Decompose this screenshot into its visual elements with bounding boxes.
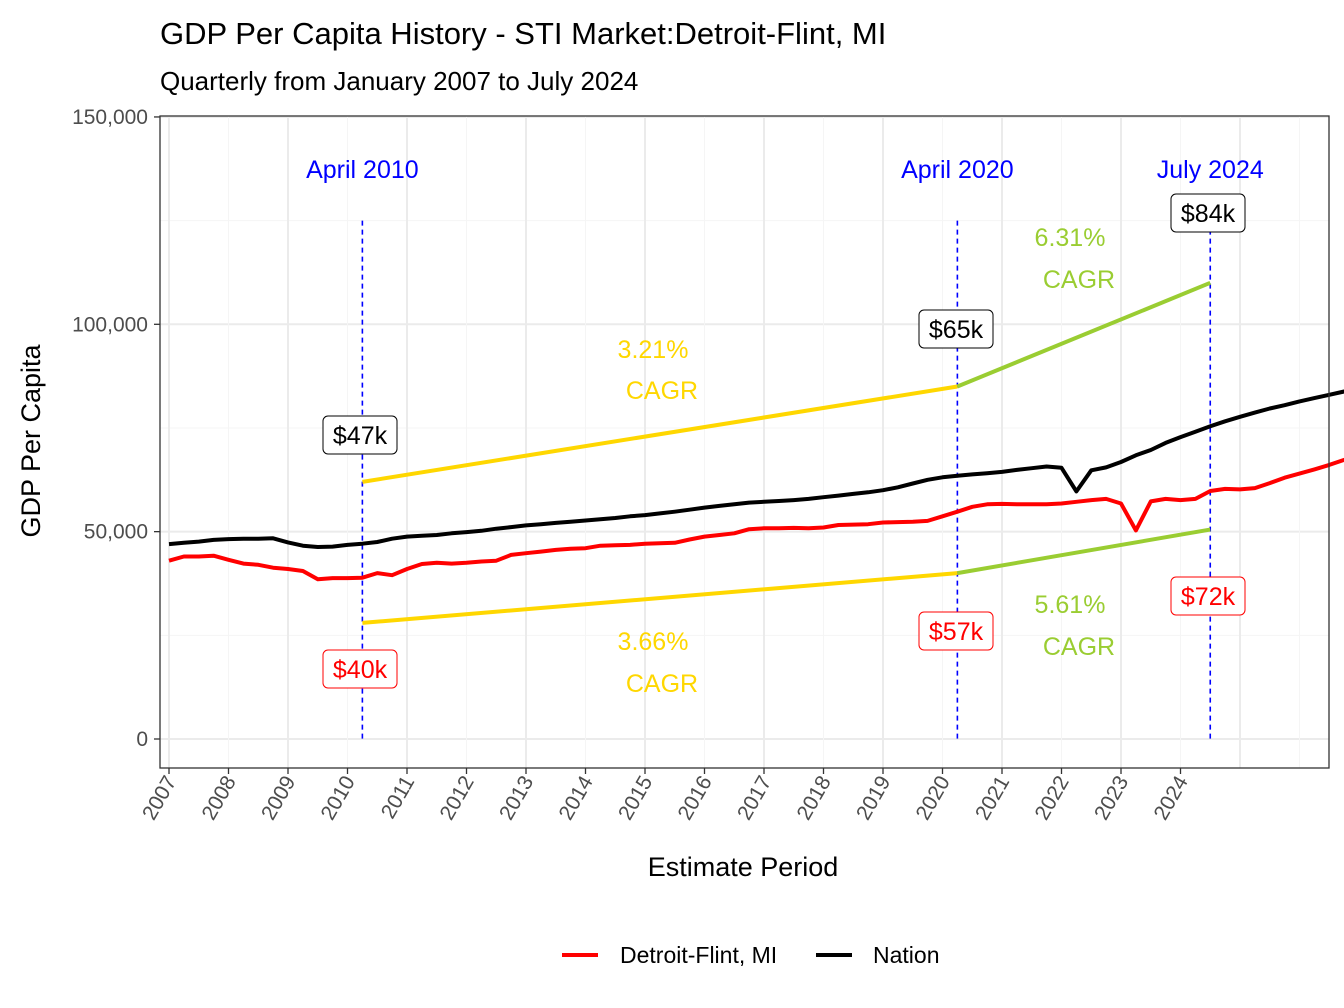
x-tick-label: 2011 <box>377 772 420 823</box>
x-tick-label: 2015 <box>614 772 657 824</box>
nation-value-label-box <box>1170 193 1246 233</box>
cagr-rate-label: 3.21% <box>618 336 689 364</box>
detroit-value-label: $72k <box>1170 576 1246 616</box>
nation-value-label: $47k <box>322 415 398 455</box>
panel-border-rect <box>159 115 1330 769</box>
cagr-trend-line <box>362 384 958 484</box>
y-tick-label: 100,000 <box>72 313 148 336</box>
x-tick-label: 2017 <box>733 772 776 824</box>
nation-value-label-text: $47k <box>333 422 388 450</box>
x-tick-label: 2021 <box>971 772 1014 824</box>
x-tick-label: 2024 <box>1150 772 1193 824</box>
legend-label: Nation <box>873 942 939 968</box>
x-axis: 2007 2008 2009 2010 2011 2012 2013 2014 2015 2016… <box>138 768 1193 824</box>
x-tick-label: 2020 <box>912 772 955 824</box>
detroit-value-label-box <box>322 649 398 689</box>
y-tick-label: 50,000 <box>84 521 148 544</box>
reference-date-label: April 2020 <box>901 156 1014 184</box>
x-tick-label: 2019 <box>852 772 895 824</box>
series-lines <box>168 389 1344 582</box>
cagr-text-label: CAGR <box>626 377 698 405</box>
chart-title: GDP Per Capita History - STI Market:Detr… <box>160 16 886 51</box>
nation-value-label-text: $65k <box>929 316 984 344</box>
detroit-value-label-text: $57k <box>929 618 984 646</box>
x-tick-label: 2008 <box>198 772 241 824</box>
detroit-value-label-box <box>918 611 994 651</box>
detroit-value-label-text: $40k <box>333 656 388 684</box>
x-tick-label: 2018 <box>793 772 836 824</box>
legend: Detroit-Flint, MI Nation <box>562 942 939 968</box>
plot-border <box>159 115 1330 769</box>
nation-value-label-box <box>918 309 994 349</box>
nation-value-label: $84k <box>1170 193 1246 233</box>
y-axis-title: GDP Per Capita <box>16 343 46 537</box>
x-tick-label: 2023 <box>1090 772 1133 824</box>
x-tick-label: 2016 <box>674 772 717 824</box>
x-tick-label: 2009 <box>257 772 300 824</box>
legend-label: Detroit-Flint, MI <box>620 942 777 968</box>
cagr-text-label: CAGR <box>1043 633 1115 661</box>
reference-date-label: April 2010 <box>306 156 419 184</box>
reference-date-label: July 2024 <box>1157 156 1264 184</box>
nation-value-label-box <box>322 415 398 455</box>
detroit-value-label: $40k <box>322 649 398 689</box>
detroit-value-label: $57k <box>918 611 994 651</box>
nation-value-label-text: $84k <box>1181 200 1236 228</box>
cagr-rate-label: 3.66% <box>618 628 689 656</box>
series-line-nation <box>168 389 1344 549</box>
x-axis-title: Estimate Period <box>648 852 839 882</box>
annotations: April 2010 April 2020 July 2024 3.21% CAGR 6.… <box>306 156 1264 698</box>
cagr-text-label: CAGR <box>626 670 698 698</box>
cagr-trend-line <box>957 527 1211 576</box>
cagr-rate-label: 6.31% <box>1035 224 1106 252</box>
cagr-lines <box>362 280 1212 625</box>
chart-subtitle: Quarterly from January 2007 to July 2024 <box>160 66 638 96</box>
detroit-value-label-box <box>1170 576 1246 616</box>
cagr-trend-line <box>956 280 1212 389</box>
x-tick-label: 2013 <box>495 772 538 824</box>
x-tick-label: 2007 <box>138 772 181 824</box>
y-axis: 0 50,000 100,000 150,000 <box>72 106 160 751</box>
x-tick-label: 2014 <box>555 772 598 824</box>
x-tick-label: 2022 <box>1031 772 1074 824</box>
detroit-value-label-text: $72k <box>1181 583 1236 611</box>
y-tick-label: 0 <box>136 728 148 751</box>
cagr-rate-label: 5.61% <box>1035 591 1106 619</box>
nation-value-label: $65k <box>918 309 994 349</box>
cagr-text-label: CAGR <box>1043 266 1115 294</box>
cagr-trend-line <box>362 571 958 625</box>
y-tick-label: 150,000 <box>72 106 148 129</box>
x-tick-label: 2012 <box>436 772 479 824</box>
x-tick-label: 2010 <box>317 772 360 824</box>
series-line-detroit-flint-mi <box>168 457 1344 582</box>
